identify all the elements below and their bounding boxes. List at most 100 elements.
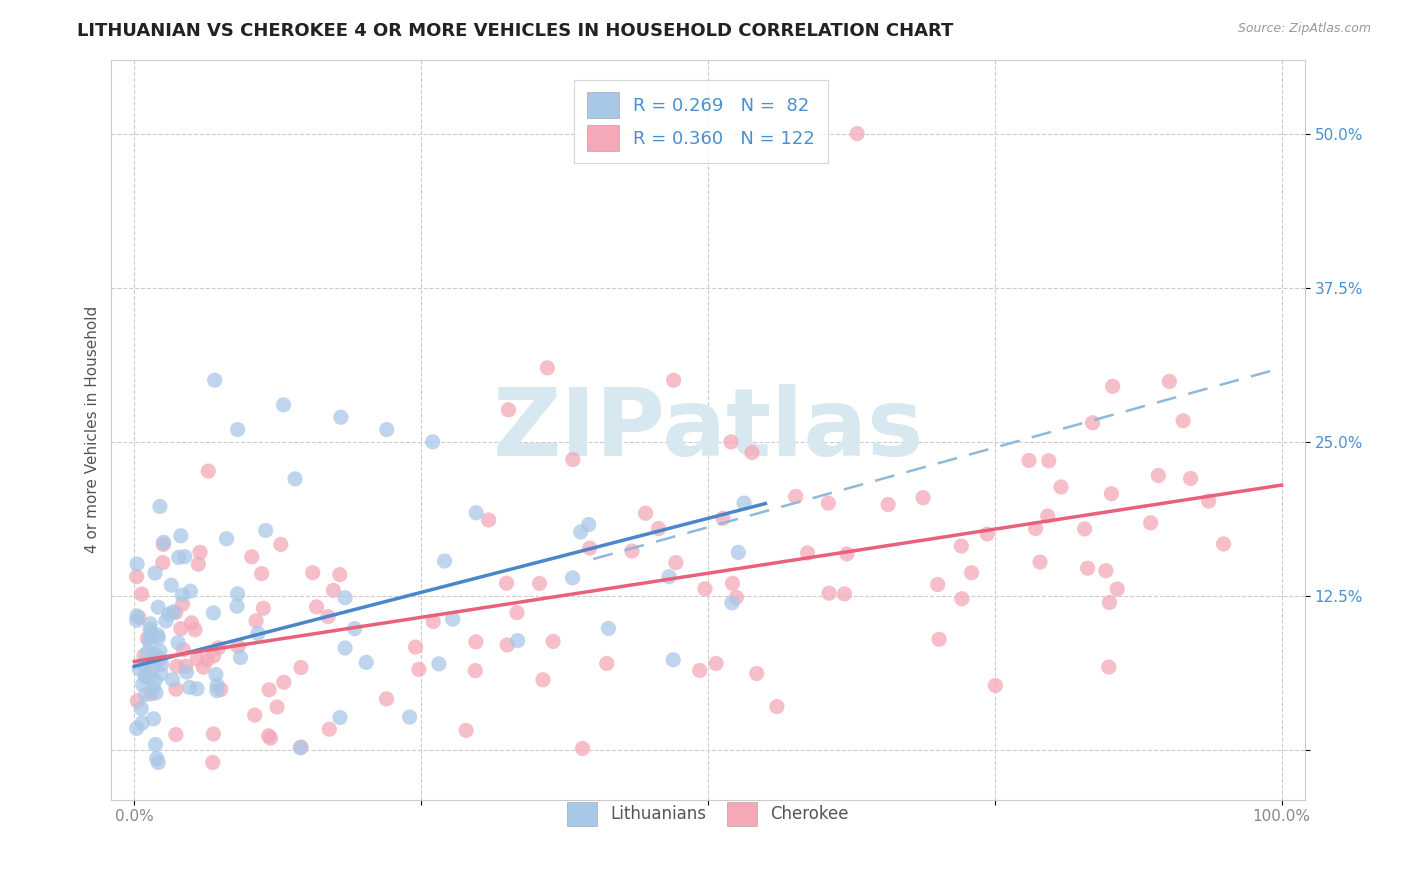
Point	[136, 632, 159, 646]
Point	[141, 687, 163, 701]
Point	[1098, 595, 1121, 609]
Point	[785, 490, 807, 504]
Point	[720, 434, 742, 449]
Point	[146, 600, 169, 615]
Point	[721, 596, 744, 610]
Point	[1171, 414, 1194, 428]
Point	[135, 670, 157, 684]
Point	[329, 410, 352, 425]
Point	[132, 657, 155, 672]
Point	[1212, 537, 1234, 551]
Point	[143, 673, 166, 688]
Point	[139, 627, 162, 641]
Point	[205, 678, 228, 692]
Point	[273, 675, 295, 690]
Point	[134, 670, 156, 684]
Point	[273, 398, 295, 412]
Point	[464, 635, 486, 649]
Point	[1081, 416, 1104, 430]
Point	[149, 666, 172, 681]
Point	[160, 578, 183, 592]
Point	[174, 659, 197, 673]
Point	[1180, 471, 1202, 485]
Point	[733, 496, 755, 510]
Point	[422, 615, 444, 629]
Point	[662, 653, 685, 667]
Point	[405, 640, 427, 654]
Y-axis label: 4 or more Vehicles in Household: 4 or more Vehicles in Household	[86, 306, 100, 553]
Point	[976, 527, 998, 541]
Point	[139, 622, 162, 636]
Point	[142, 653, 165, 667]
Point	[162, 673, 184, 687]
Point	[465, 506, 488, 520]
Point	[125, 608, 148, 623]
Point	[148, 631, 170, 645]
Point	[165, 682, 187, 697]
Legend: Lithuanians, Cherokee: Lithuanians, Cherokee	[557, 792, 859, 836]
Point	[170, 529, 193, 543]
Point	[179, 681, 201, 695]
Point	[1099, 487, 1122, 501]
Point	[950, 539, 973, 553]
Point	[322, 583, 344, 598]
Point	[727, 545, 749, 559]
Point	[877, 498, 900, 512]
Point	[172, 642, 194, 657]
Point	[398, 710, 420, 724]
Point	[478, 513, 501, 527]
Point	[142, 659, 165, 673]
Point	[1077, 561, 1099, 575]
Point	[689, 664, 711, 678]
Point	[145, 751, 167, 765]
Point	[128, 610, 150, 624]
Point	[188, 545, 211, 559]
Point	[142, 681, 165, 695]
Point	[912, 491, 935, 505]
Point	[506, 633, 529, 648]
Point	[170, 622, 193, 636]
Point	[165, 606, 187, 620]
Point	[496, 638, 519, 652]
Point	[162, 605, 184, 619]
Point	[316, 609, 339, 624]
Point	[561, 571, 583, 585]
Point	[125, 569, 148, 583]
Point	[427, 657, 450, 671]
Point	[152, 535, 174, 549]
Point	[143, 647, 166, 661]
Point	[329, 567, 352, 582]
Point	[1095, 564, 1118, 578]
Point	[180, 615, 202, 630]
Point	[598, 621, 620, 635]
Point	[441, 612, 464, 626]
Point	[1073, 522, 1095, 536]
Point	[1101, 379, 1123, 393]
Point	[125, 722, 148, 736]
Point	[531, 673, 554, 687]
Point	[305, 599, 328, 614]
Point	[202, 606, 225, 620]
Point	[766, 699, 789, 714]
Point	[464, 664, 486, 678]
Point	[132, 648, 155, 663]
Point	[1050, 480, 1073, 494]
Point	[290, 740, 312, 755]
Point	[422, 434, 444, 449]
Point	[226, 587, 249, 601]
Point	[193, 660, 215, 674]
Point	[157, 607, 180, 622]
Point	[187, 558, 209, 572]
Point	[201, 756, 224, 770]
Point	[148, 756, 170, 770]
Point	[142, 712, 165, 726]
Point	[179, 584, 201, 599]
Point	[835, 547, 858, 561]
Text: Source: ZipAtlas.com: Source: ZipAtlas.com	[1237, 22, 1371, 36]
Point	[184, 623, 207, 637]
Point	[143, 566, 166, 580]
Point	[149, 652, 172, 666]
Point	[226, 640, 249, 654]
Point	[745, 666, 768, 681]
Point	[134, 688, 156, 702]
